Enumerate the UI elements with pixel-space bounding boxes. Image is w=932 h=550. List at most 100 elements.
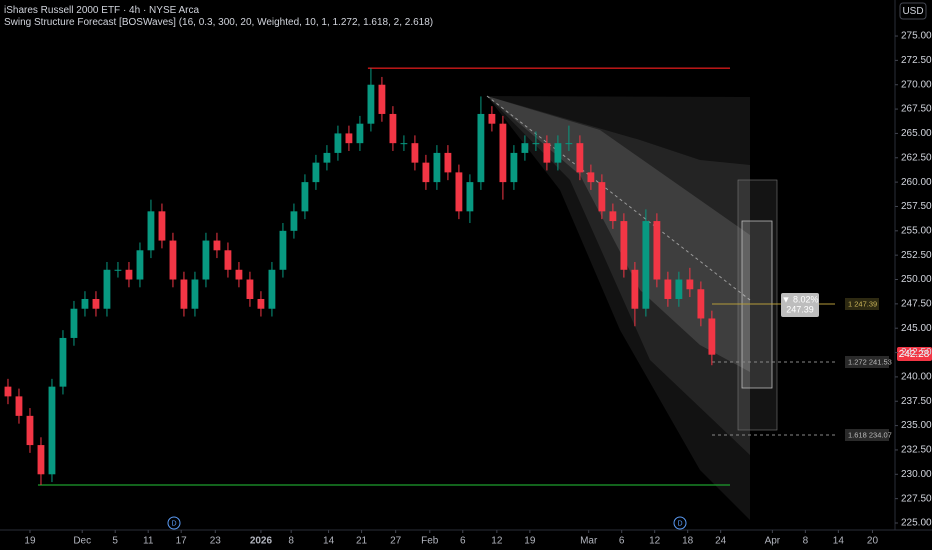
x-tick-label: 24 (715, 536, 727, 547)
candle-body (59, 337, 67, 387)
candle-body (180, 279, 188, 309)
y-tick-label: 235.00 (901, 420, 932, 431)
y-tick-label: 227.50 (901, 493, 932, 504)
y-tick-label: 240.00 (901, 372, 932, 383)
candle-body (620, 221, 628, 270)
y-tick-label: 242.50 (901, 347, 932, 358)
candle-body (202, 240, 210, 280)
x-tick-label: 19 (524, 536, 536, 547)
candle-body (543, 143, 551, 163)
y-tick-label: 250.00 (901, 274, 932, 285)
x-tick-label: 19 (24, 536, 36, 547)
candles (4, 67, 730, 486)
candle-body (389, 113, 397, 144)
candle-body (587, 172, 595, 183)
dividend-marker-label[interactable]: D (171, 520, 176, 527)
y-tick-label: 275.00 (901, 31, 932, 42)
candle-body (598, 182, 606, 212)
candle-body (213, 240, 221, 251)
candle-body (345, 133, 353, 144)
cone-center-line (486, 95, 751, 301)
target-label-bg (781, 293, 819, 317)
x-tick-label: Apr (765, 536, 781, 547)
candle-body (235, 269, 243, 280)
x-tick-label: 21 (356, 536, 368, 547)
x-tick-label: 18 (682, 536, 694, 547)
candle-body (532, 143, 540, 145)
candle-body (290, 211, 298, 231)
y-tick-label: 255.00 (901, 225, 932, 236)
candle-body (444, 152, 452, 173)
level-label-bg (845, 356, 889, 368)
level-label: 1.618 234.07 (848, 430, 892, 439)
candle-body (191, 279, 199, 309)
level-label-bg (845, 429, 889, 441)
forecast-cone (486, 95, 835, 520)
dividend-marker-label[interactable]: D (677, 520, 682, 527)
y-tick-label: 232.50 (901, 445, 932, 456)
y-tick-label: 260.00 (901, 177, 932, 188)
last-price-bg (897, 347, 932, 361)
candle-body (257, 298, 265, 309)
cone-inner (487, 96, 750, 372)
candle-body (477, 113, 485, 183)
candle-body (554, 143, 562, 163)
x-tick-label: Mar (580, 536, 598, 547)
candle-body (499, 123, 507, 183)
candle-body (323, 152, 331, 163)
candle-body (246, 279, 254, 299)
candle-body (675, 279, 683, 299)
x-tick-label: 5 (112, 536, 118, 547)
candle-body (158, 211, 166, 241)
x-tick-label: 14 (833, 536, 845, 547)
candle-body (422, 162, 430, 183)
candle-body (92, 298, 100, 309)
y-tick-label: 267.50 (901, 104, 932, 115)
candle-body (455, 172, 463, 212)
dividend-marker[interactable] (673, 516, 687, 530)
y-tick-label: 225.00 (901, 518, 932, 529)
candle-body (697, 289, 705, 319)
x-tick-label: 6 (460, 536, 466, 547)
candle-body (642, 221, 650, 309)
candle-body (114, 269, 122, 271)
y-tick-label: 257.50 (901, 201, 932, 212)
candle-body (103, 269, 111, 309)
candle-body (224, 250, 232, 270)
candle-body (301, 182, 309, 212)
x-tick-label: 23 (210, 536, 222, 547)
candle-body (26, 415, 34, 446)
y-tick-label: 252.50 (901, 250, 932, 261)
y-tick-label: 272.50 (901, 55, 932, 66)
candle-body (136, 250, 144, 280)
candle-body (631, 269, 639, 309)
candle-body (378, 84, 386, 114)
y-tick-label: 237.50 (901, 396, 932, 407)
currency-button[interactable] (899, 2, 927, 20)
candle-body (609, 211, 617, 222)
y-tick-label: 265.00 (901, 128, 932, 139)
y-tick-label: 270.00 (901, 79, 932, 90)
last-price: 242.28 (899, 349, 930, 360)
candle-body (37, 445, 45, 475)
candle-body (664, 279, 672, 299)
x-tick-label: 20 (867, 536, 879, 547)
y-tick-label: 230.00 (901, 469, 932, 480)
candle-body (356, 123, 364, 144)
x-tick-label: 2026 (250, 536, 273, 547)
cone-outer (487, 96, 750, 520)
candle-body (147, 211, 155, 251)
candle-body (4, 386, 12, 397)
currency-label[interactable]: USD (902, 6, 923, 17)
dividend-marker[interactable] (167, 516, 181, 530)
candle-body (312, 162, 320, 183)
level-label-bg (845, 298, 879, 310)
candle-body (565, 143, 573, 145)
chart-subtitle: Swing Structure Forecast [BOSWaves] (16,… (4, 17, 433, 28)
x-tick-label: 6 (619, 536, 625, 547)
candle-body (488, 113, 496, 124)
x-tick-label: 12 (649, 536, 661, 547)
candle-body (686, 279, 694, 290)
candle-body (433, 152, 441, 183)
target-price: 247.39 (786, 304, 814, 314)
